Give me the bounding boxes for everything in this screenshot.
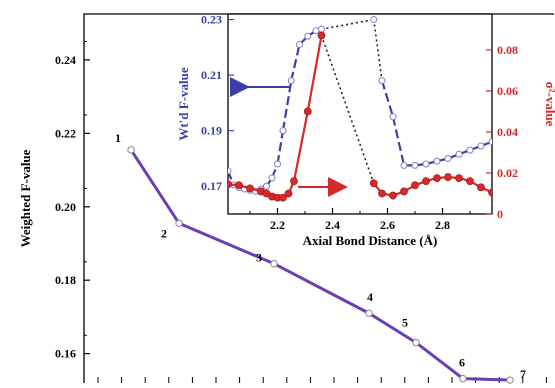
sigma-series-point <box>290 177 298 186</box>
f-series-point <box>378 77 386 85</box>
inset-y-left-tick-label: 0.17 <box>201 179 222 193</box>
f-series-point <box>389 113 397 121</box>
f-series-point <box>304 32 312 40</box>
inset-x-tick-label: 2.2 <box>270 218 285 232</box>
y-tick-label: 0.20 <box>55 200 76 214</box>
sigma-series-point <box>477 183 485 192</box>
inset-y-right-tick-label: 0.04 <box>497 125 518 139</box>
sigma-series-point <box>389 191 397 200</box>
inset-x-tick-label: 2.4 <box>325 218 340 232</box>
sigma-series-point <box>246 184 254 193</box>
sigma-series-point <box>488 188 492 197</box>
f-series-point <box>411 161 419 169</box>
sigma-series-point <box>228 180 232 189</box>
data-point <box>175 219 183 227</box>
sigma-series-point <box>411 181 419 190</box>
sigma-series-point <box>235 181 243 190</box>
y-tick-label: 0.22 <box>55 126 76 140</box>
f-series-point <box>268 174 276 182</box>
sigma-series-segment <box>292 111 309 182</box>
sigma-series-point <box>400 187 408 196</box>
f-series-point <box>477 142 485 150</box>
f-series-segment <box>290 44 301 81</box>
f-series-point <box>228 167 232 175</box>
sigma-series-segment <box>306 35 323 112</box>
f-series-point <box>455 150 463 158</box>
data-point <box>412 338 420 347</box>
f-series-point <box>400 161 408 169</box>
f-series-point <box>488 138 492 146</box>
inset-plot-area <box>228 16 492 202</box>
point-label: 7 <box>520 367 526 381</box>
point-label: 2 <box>161 226 167 240</box>
inset-y-left-tick-label: 0.21 <box>201 68 222 82</box>
y-tick-label: 0.24 <box>55 53 76 67</box>
sigma-series-point <box>422 177 430 186</box>
f-series-segment <box>391 116 406 166</box>
f-series-point <box>370 16 378 24</box>
f-series-point <box>433 157 441 165</box>
f-series-segment <box>276 130 285 165</box>
inset-y-right-tick-label: 0.06 <box>497 84 518 98</box>
data-point <box>506 376 514 384</box>
point-label: 1 <box>115 131 121 145</box>
data-point <box>270 259 278 268</box>
f-series-point <box>444 154 452 162</box>
data-point <box>459 374 467 383</box>
sigma-series-point <box>284 189 293 198</box>
inset-y-right-tick-label: 0 <box>497 207 503 221</box>
f-series-point <box>422 160 430 168</box>
data-point <box>127 146 135 154</box>
f-series-segment <box>372 19 383 81</box>
point-label: 3 <box>256 251 262 265</box>
f-series-point <box>287 77 295 85</box>
sigma-series-point <box>378 189 386 198</box>
sigma-series-point <box>433 174 441 183</box>
f-series-point <box>279 127 287 135</box>
y-tick-label: 0.16 <box>55 347 76 361</box>
inset-y-left-label: Wt'd F-value <box>176 67 191 141</box>
point-label: 5 <box>402 316 408 330</box>
point-label: 4 <box>367 290 373 304</box>
inset-y-right-tick-label: 0.08 <box>497 43 518 57</box>
f-series-segment <box>380 80 395 118</box>
sigma-series-point <box>317 31 326 40</box>
f-series-point <box>274 160 281 168</box>
inset-x-tick-label: 2.6 <box>380 218 395 232</box>
y-axis-label: Weighted F-value <box>18 149 33 247</box>
f-series-segment <box>281 80 293 131</box>
sigma-series-point <box>444 173 452 181</box>
inset-y-right-label: σ²-value <box>543 82 555 127</box>
data-point <box>365 309 373 317</box>
f-series-point <box>296 41 303 49</box>
sigma-series-point <box>279 193 287 202</box>
y-tick-label: 0.18 <box>55 273 76 287</box>
sigma-series-point <box>455 174 463 183</box>
inset-x-axis-label: Axial Bond Distance (Å) <box>303 233 438 248</box>
f-series-point <box>466 146 474 154</box>
inset-y-left-tick-label: 0.19 <box>201 124 222 138</box>
f-series-point <box>263 182 270 190</box>
sigma-series-segment <box>320 35 375 184</box>
inset-y-left-tick-label: 0.23 <box>201 13 222 27</box>
f-series-segment <box>321 18 374 31</box>
inset-x-tick-label: 2.8 <box>435 218 450 232</box>
sigma-series-point <box>466 177 474 186</box>
sigma-series-point <box>369 179 378 188</box>
point-label: 6 <box>459 356 465 370</box>
sigma-series-point <box>303 107 312 116</box>
inset-y-right-tick-label: 0.02 <box>497 166 518 180</box>
f-series-point <box>318 25 325 33</box>
